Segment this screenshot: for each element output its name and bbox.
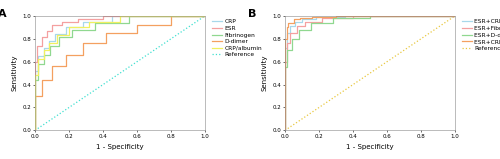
Legend: ESR+CRP 0.946, ESR+Fibrinogen 0.936, ESR+D-dimer 0.927, ESR+CRP/albumin 0.967, R: ESR+CRP 0.946, ESR+Fibrinogen 0.936, ESR… — [462, 19, 500, 51]
Y-axis label: Sensitivity: Sensitivity — [11, 55, 17, 91]
Text: B: B — [248, 9, 256, 19]
Y-axis label: Sensitivity: Sensitivity — [261, 55, 267, 91]
Legend: CRP, ESR, Fibrinogen, D-dimer, CRP/albumin, Reference: CRP, ESR, Fibrinogen, D-dimer, CRP/album… — [212, 19, 262, 58]
X-axis label: 1 - Specificity: 1 - Specificity — [96, 144, 144, 150]
Text: A: A — [0, 9, 6, 19]
X-axis label: 1 - Specificity: 1 - Specificity — [346, 144, 394, 150]
